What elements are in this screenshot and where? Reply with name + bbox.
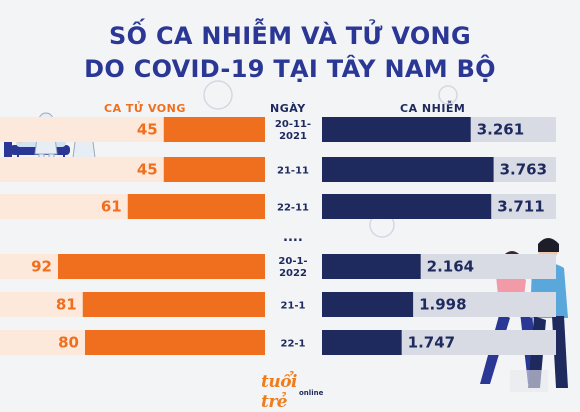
date-label: 22-11 — [277, 203, 309, 214]
cases-value-label: 3.711 — [497, 198, 544, 216]
cases-value-label: 1.998 — [419, 296, 466, 314]
deaths-bar — [163, 117, 265, 142]
date-label: 22-1 — [280, 339, 305, 350]
cases-bar — [322, 194, 492, 219]
date-label: 2021 — [279, 131, 307, 142]
title-line-1: SỐ CA NHIỄM VÀ TỬ VONG — [109, 22, 471, 50]
date-label: 21-11 — [277, 166, 309, 177]
deaths-bar — [163, 157, 265, 182]
deaths-bar — [127, 194, 265, 219]
title-line-2: DO COVID-19 TẠI TÂY NAM BỘ — [84, 55, 496, 83]
logo-sub-text: online — [299, 389, 324, 397]
cases-value-label: 2.164 — [427, 258, 474, 276]
date-label: 20-11- — [275, 119, 311, 130]
deaths-value-label: 92 — [31, 258, 52, 276]
cases-bar — [322, 292, 414, 317]
deaths-value-label: 61 — [101, 198, 122, 216]
cases-bar — [322, 117, 471, 142]
header-date: NGÀY — [270, 102, 306, 115]
header-deaths: CA TỬ VONG — [104, 102, 186, 115]
date-label: 2022 — [279, 268, 307, 279]
deaths-value-label: 81 — [56, 296, 77, 314]
cases-bar — [322, 330, 402, 355]
cases-bar — [322, 157, 494, 182]
deaths-bar — [82, 292, 265, 317]
deaths-value-label: 80 — [58, 334, 79, 352]
cases-value-label: 3.763 — [500, 161, 547, 179]
ellipsis: .... — [283, 230, 303, 245]
cases-value-label: 1.747 — [408, 334, 455, 352]
deaths-bar — [58, 254, 265, 279]
header-cases: CA NHIỄM — [400, 102, 466, 115]
tuoitre-logo: tuổi trẻ online — [259, 372, 324, 412]
deaths-value-label: 45 — [137, 121, 158, 139]
cases-bar — [322, 254, 421, 279]
deaths-value-label: 45 — [137, 161, 158, 179]
deaths-bar — [85, 330, 265, 355]
cases-value-label: 3.261 — [477, 121, 524, 139]
date-label: 21-1 — [280, 301, 305, 312]
date-label: 20-1- — [278, 256, 307, 267]
